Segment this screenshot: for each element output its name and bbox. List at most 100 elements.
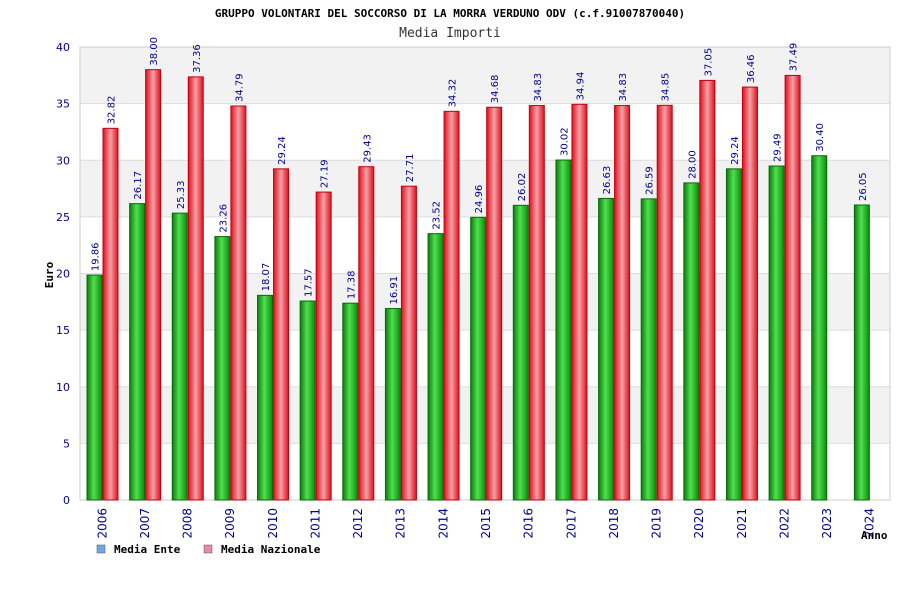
bar-media-ente xyxy=(384,307,401,501)
data-label: 23.26 xyxy=(218,204,229,233)
bar-media-nazionale xyxy=(315,191,332,501)
y-tick-label: 10 xyxy=(56,381,70,394)
bar-media-nazionale xyxy=(741,86,758,501)
data-label: 28.00 xyxy=(687,150,698,179)
data-label: 25.33 xyxy=(176,180,187,209)
x-tick-label: 2007 xyxy=(138,508,152,539)
x-tick-label: 2016 xyxy=(522,508,536,539)
x-tick-label: 2009 xyxy=(223,508,237,539)
bar-media-ente xyxy=(768,165,785,501)
data-label: 26.02 xyxy=(517,173,528,202)
x-tick-label: 2024 xyxy=(863,508,877,539)
data-label: 26.59 xyxy=(645,166,656,195)
legend-swatch-media-ente xyxy=(96,544,106,554)
data-label: 38.00 xyxy=(149,37,160,66)
bar-media-nazionale xyxy=(400,185,417,501)
y-tick-label: 40 xyxy=(56,41,70,54)
x-tick-label: 2006 xyxy=(95,508,109,539)
bar-media-nazionale xyxy=(358,166,375,501)
x-tick-label: 2021 xyxy=(735,508,749,539)
bar-media-nazionale xyxy=(571,103,588,501)
data-label: 34.83 xyxy=(533,73,544,102)
data-label: 17.38 xyxy=(346,271,357,300)
bar-media-ente xyxy=(811,155,828,501)
y-tick-label: 5 xyxy=(63,437,70,450)
x-tick-label: 2019 xyxy=(650,508,664,539)
legend-label: Media Nazionale xyxy=(221,543,321,556)
data-label: 26.63 xyxy=(602,166,613,195)
y-tick-labels: 0 5 10 15 20 25 30 35 40 xyxy=(56,41,70,507)
bar-media-ente xyxy=(683,182,700,501)
x-tick-label: 2010 xyxy=(266,508,280,539)
y-tick-label: 35 xyxy=(56,98,70,111)
x-tick-label: 2008 xyxy=(181,508,195,539)
bar-media-nazionale xyxy=(656,104,673,501)
bar-media-ente xyxy=(257,294,274,501)
x-tick-label: 2012 xyxy=(351,508,365,539)
x-tick-label: 2023 xyxy=(820,508,834,539)
bar-media-ente xyxy=(214,236,231,501)
bar-media-nazionale xyxy=(102,127,119,501)
data-label: 32.82 xyxy=(107,96,118,125)
data-label: 27.71 xyxy=(405,154,416,183)
x-tick-label: 2020 xyxy=(692,508,706,539)
y-tick-label: 30 xyxy=(56,154,70,167)
y-tick-label: 15 xyxy=(56,324,70,337)
x-tick-labels: 2006 2007 2008 2009 2010 2011 2012 2013 2014 2015… xyxy=(95,508,876,539)
data-label: 34.79 xyxy=(234,73,245,102)
data-label: 16.91 xyxy=(389,276,400,305)
bar-media-nazionale xyxy=(614,105,631,501)
data-label: 30.40 xyxy=(815,123,826,152)
y-tick-label: 25 xyxy=(56,211,70,224)
chart-title: GRUPPO VOLONTARI DEL SOCCORSO DI LA MORR… xyxy=(215,7,685,20)
bar-media-nazionale xyxy=(230,105,247,501)
bar-media-ente xyxy=(853,204,870,501)
bar-media-ente xyxy=(470,216,487,501)
data-label: 29.24 xyxy=(277,136,288,165)
data-label: 37.05 xyxy=(703,48,714,77)
y-tick-label: 20 xyxy=(56,268,70,281)
y-axis-label: Euro xyxy=(43,261,56,288)
bar-media-ente xyxy=(129,203,146,501)
bar-media-ente xyxy=(342,302,359,501)
x-tick-label: 2013 xyxy=(394,508,408,539)
data-label: 24.96 xyxy=(474,185,485,214)
bar-media-ente xyxy=(598,197,615,501)
x-tick-label: 2011 xyxy=(308,508,322,539)
y-tick-label: 0 xyxy=(63,494,70,507)
x-tick-label: 2015 xyxy=(479,508,493,539)
data-label: 34.32 xyxy=(448,79,459,108)
bars xyxy=(86,69,870,501)
data-label: 17.57 xyxy=(304,268,315,297)
legend-swatch-media-nazionale xyxy=(203,544,213,554)
bar-media-ente xyxy=(555,159,572,501)
data-label: 26.05 xyxy=(858,172,869,201)
data-label: 34.83 xyxy=(618,73,629,102)
data-label: 19.86 xyxy=(91,242,102,271)
data-labels: 19.86 32.82 26.17 38.00 25.33 37.36 23.26 34.79… xyxy=(91,37,869,304)
bar-media-nazionale xyxy=(784,74,801,501)
data-label: 29.49 xyxy=(773,133,784,162)
bar-media-nazionale xyxy=(699,79,716,501)
x-tick-label: 2018 xyxy=(607,508,621,539)
bar-media-ente xyxy=(512,204,529,501)
bar-media-ente xyxy=(86,274,103,501)
x-tick-label: 2014 xyxy=(436,508,450,539)
bar-media-nazionale xyxy=(486,106,503,501)
data-label: 30.02 xyxy=(559,127,570,156)
data-label: 27.19 xyxy=(320,159,331,188)
data-label: 37.49 xyxy=(789,43,800,72)
data-label: 29.24 xyxy=(730,136,741,165)
bar-media-nazionale xyxy=(528,105,545,501)
legend: Media Ente Media Nazionale xyxy=(96,543,321,556)
data-label: 34.68 xyxy=(490,75,501,104)
bar-media-ente xyxy=(725,168,742,501)
bar-media-ente xyxy=(427,233,444,501)
data-label: 18.07 xyxy=(261,263,272,292)
data-label: 26.17 xyxy=(133,171,144,200)
legend-label: Media Ente xyxy=(114,543,181,556)
bar-media-nazionale xyxy=(443,110,460,501)
bar-media-ente xyxy=(171,212,188,501)
data-label: 36.46 xyxy=(746,54,757,83)
